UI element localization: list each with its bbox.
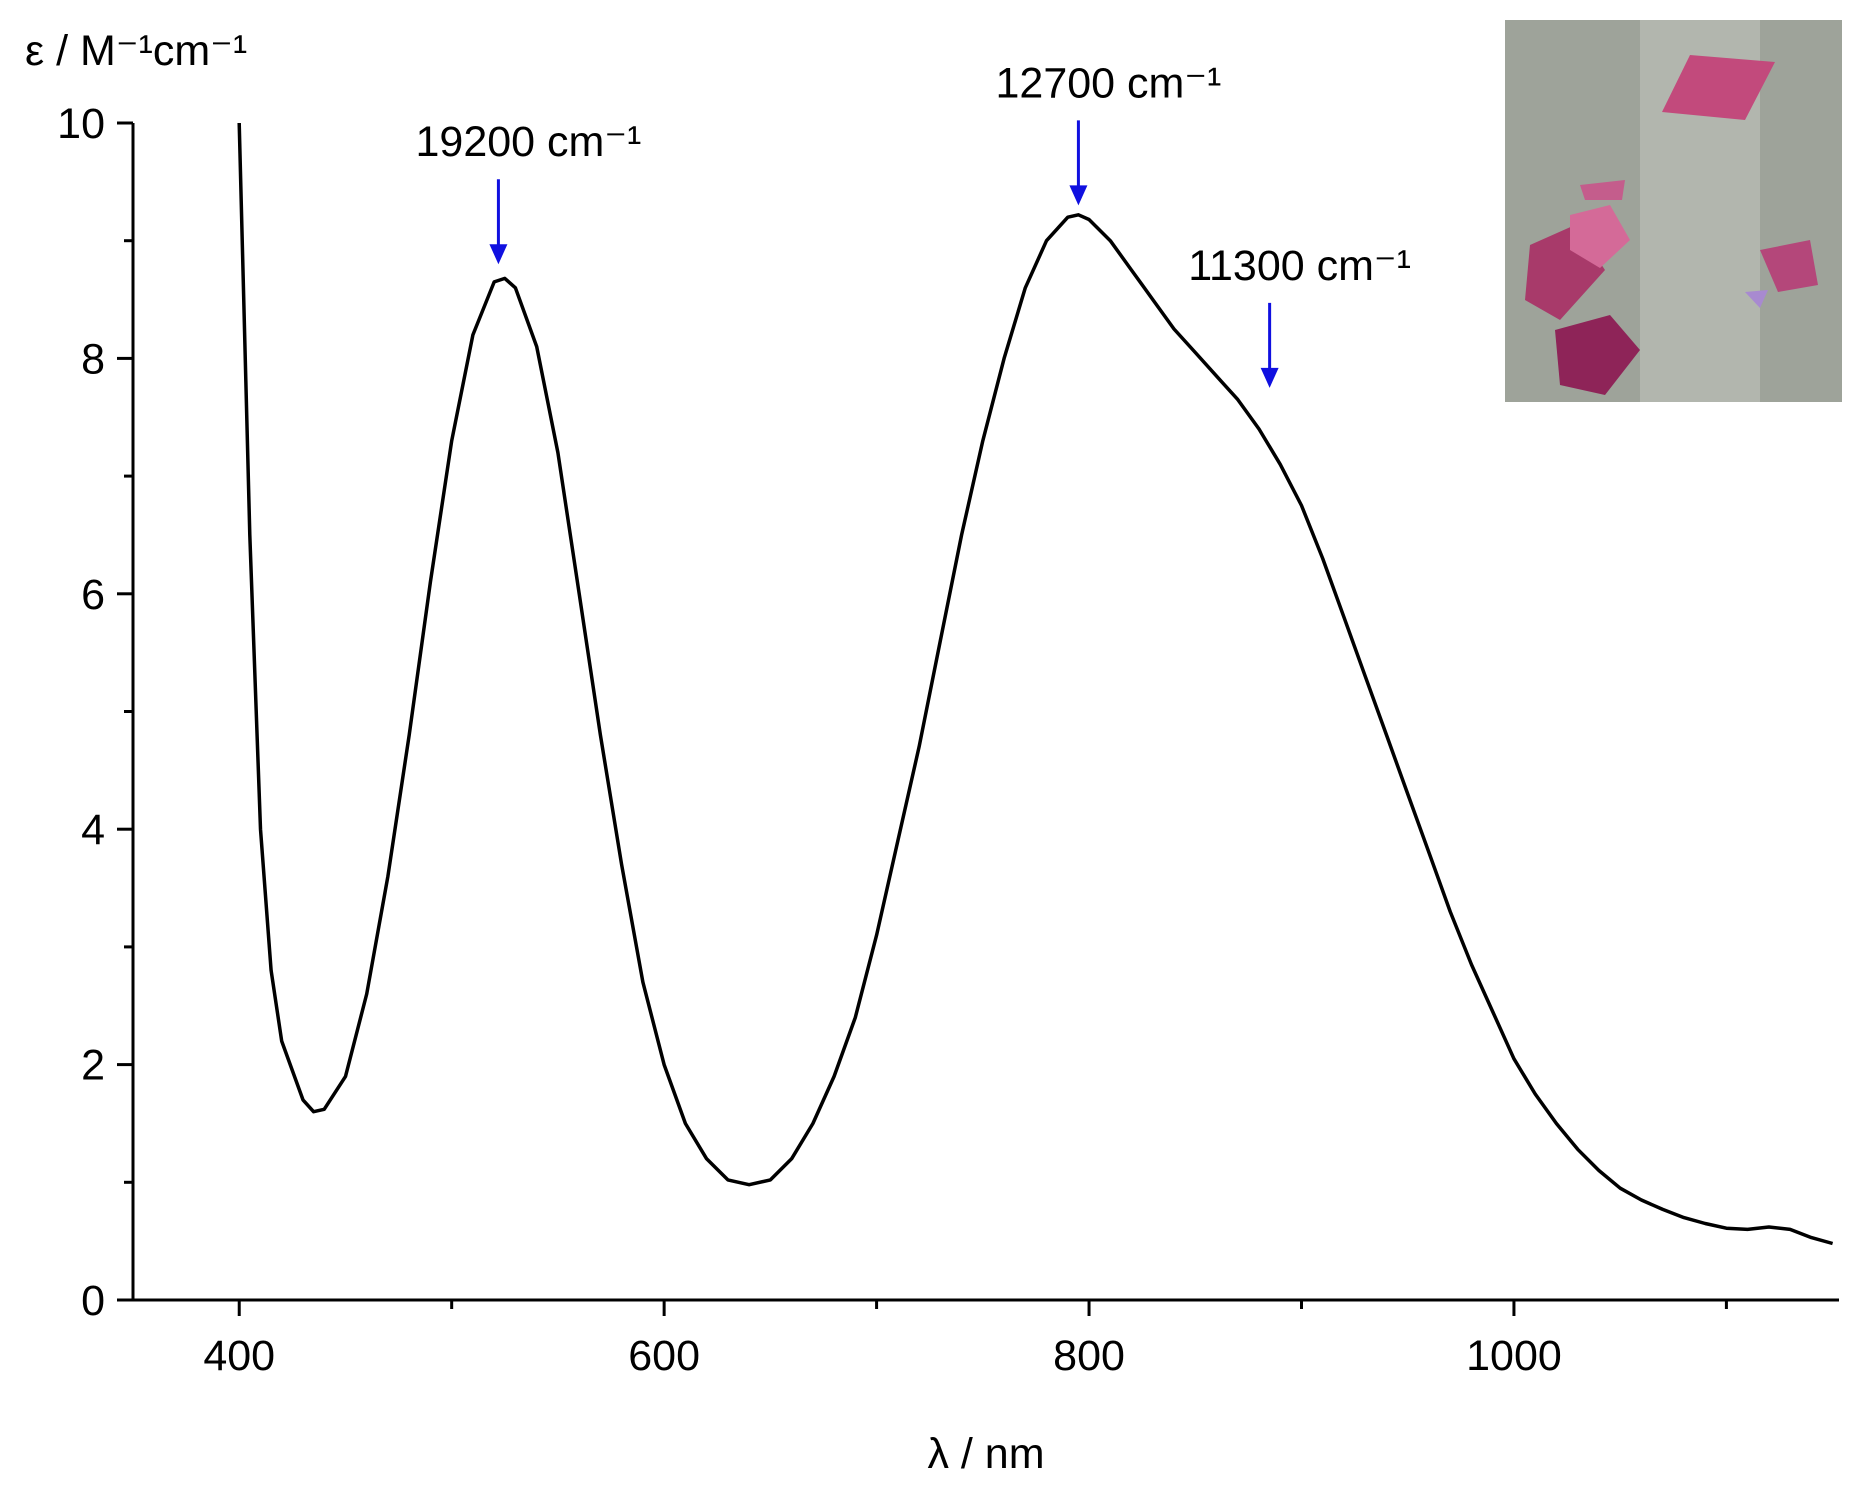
annotation-arrowhead [489, 244, 508, 265]
y-tick-label: 10 [57, 100, 105, 148]
spectrum-line [237, 122, 1834, 1246]
annotation-arrowhead [1069, 185, 1088, 206]
y-tick-label: 8 [81, 335, 105, 383]
x-tick-label: 400 [203, 1332, 275, 1380]
x-tick-label: 1000 [1466, 1332, 1562, 1380]
y-tick-label: 0 [81, 1277, 105, 1325]
annotation-label: 19200 cm⁻¹ [415, 118, 641, 166]
y-tick-label: 2 [81, 1042, 105, 1090]
crystal-photo [1505, 20, 1842, 402]
x-tick-label: 800 [1053, 1332, 1125, 1380]
x-axis-label: λ / nm [927, 1430, 1044, 1478]
annotation-label: 11300 cm⁻¹ [1188, 242, 1411, 290]
annotation-label: 12700 cm⁻¹ [995, 59, 1221, 107]
x-tick-label: 600 [628, 1332, 700, 1380]
y-tick-label: 6 [81, 571, 105, 619]
y-axis-label: ε / M⁻¹cm⁻¹ [25, 27, 247, 75]
y-tick-label: 4 [81, 806, 105, 854]
annotation-arrowhead [1260, 367, 1279, 388]
